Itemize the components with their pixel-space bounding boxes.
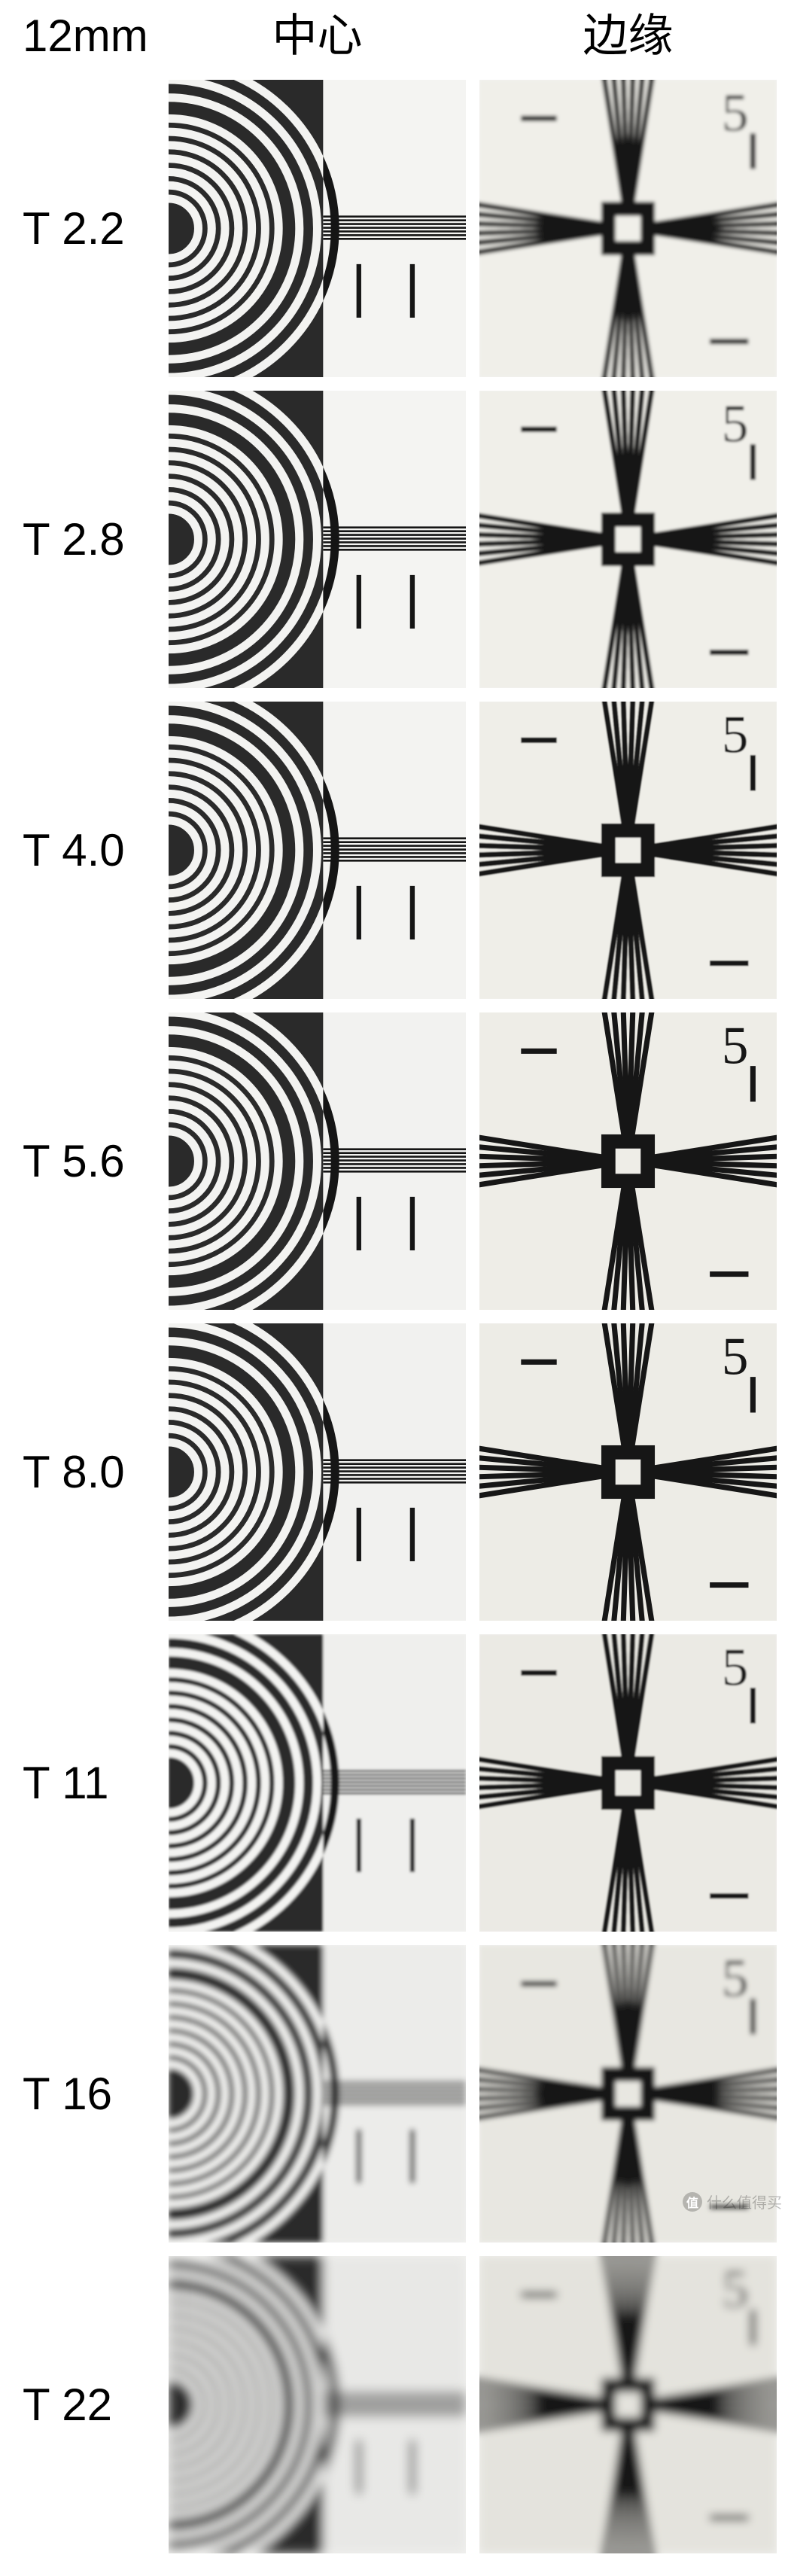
crop-edge: 5 <box>479 1634 777 1932</box>
row-label: T 8.0 <box>18 1323 169 1621</box>
crop-edge: 5 <box>479 1012 777 1310</box>
row-label: T 22 <box>18 2256 169 2553</box>
header-focal-length: 12mm <box>18 14 169 66</box>
crop-edge: 5 <box>479 80 777 377</box>
svg-text:5: 5 <box>722 1950 749 2008</box>
svg-text:5: 5 <box>722 2261 749 2319</box>
header-edge: 边缘 <box>479 14 777 66</box>
crop-center <box>169 80 466 377</box>
crop-edge: 5 <box>479 702 777 999</box>
row-label: T 16 <box>18 1945 169 2243</box>
svg-text:5: 5 <box>722 84 749 143</box>
crop-edge: 5 <box>479 1945 777 2243</box>
row-label: T 11 <box>18 1634 169 1932</box>
header-center: 中心 <box>169 14 466 66</box>
crop-center <box>169 391 466 688</box>
crop-center <box>169 702 466 999</box>
row-label: T 2.8 <box>18 391 169 688</box>
row-label: T 5.6 <box>18 1012 169 1310</box>
svg-text:5: 5 <box>722 1328 749 1387</box>
crop-center <box>169 1634 466 1932</box>
row-label: T 2.2 <box>18 80 169 377</box>
row-label: T 4.0 <box>18 702 169 999</box>
crop-edge: 5 <box>479 391 777 688</box>
svg-text:5: 5 <box>722 1639 749 1698</box>
svg-text:5: 5 <box>722 1017 749 1076</box>
crop-edge: 5 <box>479 1323 777 1621</box>
crop-center <box>169 1323 466 1621</box>
resolution-comparison-grid: 12mm 中心 边缘 T 2.2 5 T 2.8 5 T 4.0 5 T 5.6 5 T 8.0… <box>0 0 788 2576</box>
crop-center <box>169 1012 466 1310</box>
crop-edge: 5 <box>479 2256 777 2553</box>
crop-center <box>169 1945 466 2243</box>
svg-text:5: 5 <box>722 706 749 765</box>
crop-center <box>169 2256 466 2553</box>
svg-text:5: 5 <box>722 395 749 454</box>
